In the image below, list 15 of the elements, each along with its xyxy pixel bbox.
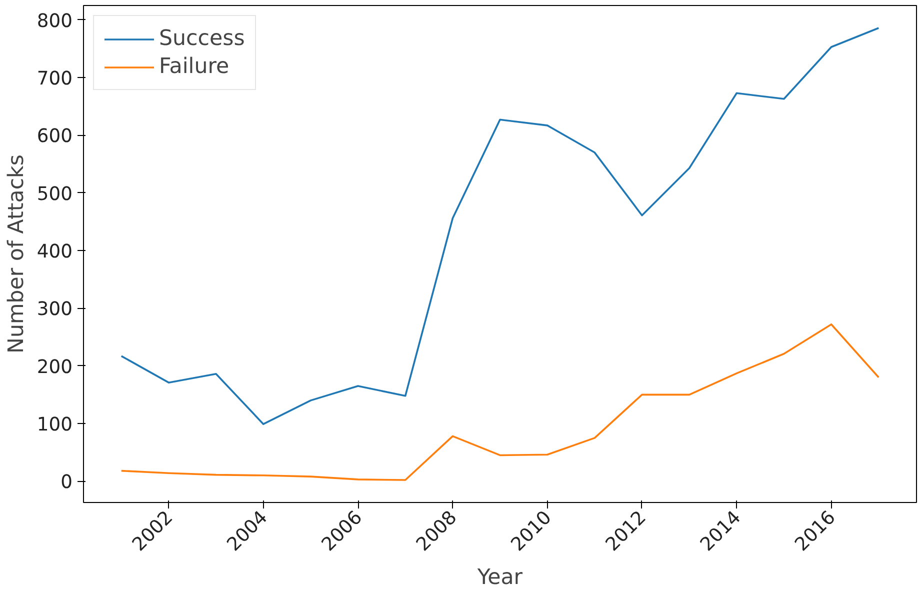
- legend-label: Failure: [159, 54, 230, 79]
- legend-label: Success: [159, 26, 245, 51]
- y-tick-label: 300: [36, 299, 72, 320]
- y-tick-label: 100: [36, 414, 72, 436]
- line-series: [120, 323, 880, 481]
- y-tick-label: 700: [36, 68, 72, 90]
- line-series: [120, 27, 880, 425]
- y-axis-title: Number of Attacks: [4, 154, 29, 354]
- y-tick-label: 0: [60, 472, 73, 494]
- y-tick-label: 600: [36, 126, 72, 148]
- x-axis-title: Year: [476, 564, 523, 590]
- y-tick-label: 400: [36, 242, 72, 263]
- y-tick-label: 500: [36, 184, 72, 205]
- y-tick-label: 200: [36, 356, 72, 378]
- y-tick-label: 800: [36, 10, 72, 32]
